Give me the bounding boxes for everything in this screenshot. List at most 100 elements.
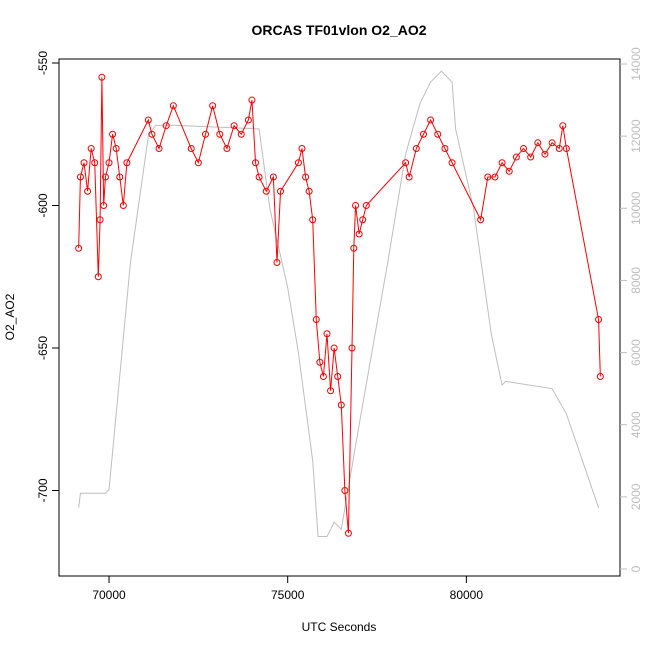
data-point — [84, 187, 92, 195]
data-point — [105, 159, 113, 167]
y-tick-label: -650 — [36, 336, 50, 360]
data-point — [75, 244, 83, 252]
chart-title: ORCAS TF01vlon O2_AO2 — [251, 22, 426, 38]
data-point — [327, 387, 335, 395]
series-line — [78, 77, 601, 534]
data-point — [262, 187, 270, 195]
data-point — [187, 144, 195, 152]
x-axis-label: UTC Seconds — [302, 620, 377, 634]
data-point — [252, 159, 260, 167]
data-point — [562, 144, 570, 152]
y-tick-label: -550 — [36, 51, 50, 75]
data-point — [312, 315, 320, 323]
data-point — [148, 130, 156, 138]
y2-tick-label: 6000 — [629, 339, 643, 366]
data-point — [484, 173, 492, 181]
data-point — [427, 116, 435, 124]
data-point — [216, 130, 224, 138]
data-point — [348, 344, 356, 352]
data-point — [112, 144, 120, 152]
y2-tick-label: 8000 — [629, 267, 643, 294]
data-point — [155, 144, 163, 152]
data-point — [277, 187, 285, 195]
data-point — [255, 173, 263, 181]
data-point — [344, 529, 352, 537]
plot-frame — [58, 58, 621, 577]
data-point — [273, 258, 281, 266]
data-point — [91, 159, 99, 167]
data-point — [100, 201, 108, 209]
data-point — [405, 173, 413, 181]
data-point — [116, 173, 124, 181]
data-point — [119, 201, 127, 209]
data-point — [202, 130, 210, 138]
data-point — [548, 139, 556, 147]
data-point — [491, 173, 499, 181]
data-point — [448, 159, 456, 167]
data-point — [309, 216, 317, 224]
x-tick-label: 80000 — [450, 588, 484, 602]
data-point — [341, 486, 349, 494]
y-axis-label: O2_AO2 — [3, 293, 17, 340]
data-point — [541, 150, 549, 158]
data-point — [596, 372, 604, 380]
data-point — [223, 144, 231, 152]
data-point — [244, 116, 252, 124]
data-point — [87, 144, 95, 152]
data-point — [434, 130, 442, 138]
data-point — [169, 102, 177, 110]
data-point — [144, 116, 152, 124]
data-point — [334, 372, 342, 380]
data-point — [209, 102, 217, 110]
data-point — [194, 159, 202, 167]
data-point — [352, 201, 360, 209]
data-point — [419, 130, 427, 138]
data-point — [76, 173, 84, 181]
data-point — [337, 401, 345, 409]
y2-tick-label: 0 — [629, 565, 643, 572]
data-point — [402, 159, 410, 167]
data-point — [512, 153, 520, 161]
data-point — [559, 122, 567, 130]
data-point — [80, 159, 88, 167]
data-point — [323, 330, 331, 338]
data-point — [350, 244, 358, 252]
y-tick-label: -600 — [36, 193, 50, 217]
data-point — [316, 358, 324, 366]
data-point — [595, 315, 603, 323]
data-point — [498, 159, 506, 167]
data-point — [162, 122, 170, 130]
data-point — [412, 144, 420, 152]
data-point — [269, 173, 277, 181]
data-point — [98, 73, 106, 81]
data-point — [441, 144, 449, 152]
data-point — [248, 96, 256, 104]
y2-tick-label: 14000 — [629, 47, 643, 81]
data-point — [362, 201, 370, 209]
data-point — [330, 344, 338, 352]
data-point — [355, 230, 363, 238]
data-point — [298, 144, 306, 152]
data-point — [520, 144, 528, 152]
data-point — [319, 372, 327, 380]
data-point — [96, 216, 104, 224]
data-point — [477, 216, 485, 224]
data-point — [305, 187, 313, 195]
data-point — [534, 139, 542, 147]
y2-tick-label: 10000 — [629, 191, 643, 225]
data-point — [230, 122, 238, 130]
data-point — [101, 173, 109, 181]
data-point — [94, 273, 102, 281]
data-point — [123, 159, 131, 167]
x-tick-label: 70000 — [92, 588, 126, 602]
data-point — [555, 144, 563, 152]
y-tick-label: -700 — [36, 478, 50, 502]
data-point — [505, 167, 513, 175]
y2-tick-label: 2000 — [629, 483, 643, 510]
data-point — [302, 173, 310, 181]
data-point — [359, 216, 367, 224]
y2-tick-label: 12000 — [629, 119, 643, 153]
data-point — [527, 153, 535, 161]
data-point — [294, 159, 302, 167]
